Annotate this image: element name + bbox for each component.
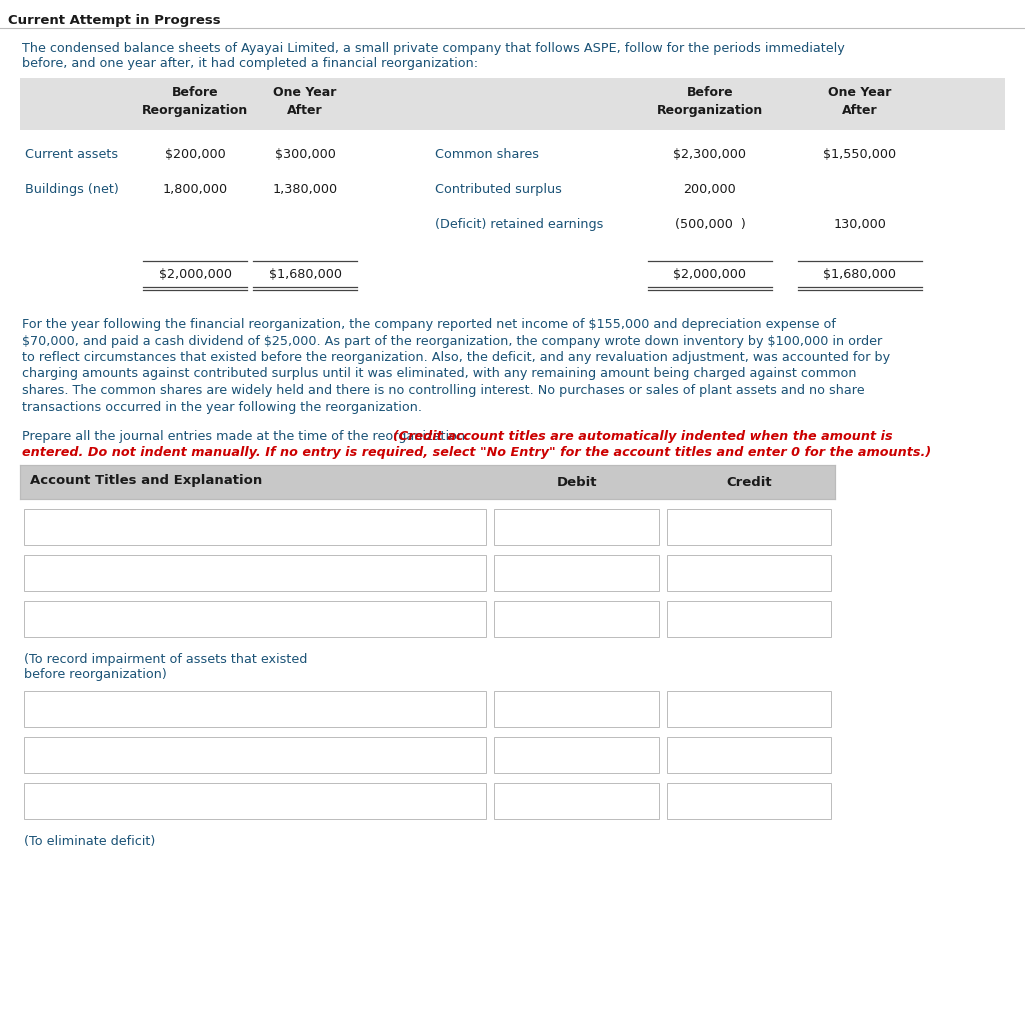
Text: $300,000: $300,000 xyxy=(275,148,335,161)
Bar xyxy=(667,691,831,727)
Bar xyxy=(667,555,831,591)
Bar xyxy=(494,601,659,637)
Bar xyxy=(667,509,831,545)
Bar xyxy=(494,691,659,727)
Text: Account Titles and Explanation: Account Titles and Explanation xyxy=(30,474,262,487)
Text: The condensed balance sheets of Ayayai Limited, a small private company that fol: The condensed balance sheets of Ayayai L… xyxy=(22,42,845,55)
Text: (Deficit) retained earnings: (Deficit) retained earnings xyxy=(435,218,604,231)
Bar xyxy=(667,783,831,819)
Text: before reorganization): before reorganization) xyxy=(24,668,167,681)
Text: $200,000: $200,000 xyxy=(165,148,226,161)
Text: (500,000  ): (500,000 ) xyxy=(674,218,745,231)
Text: to reflect circumstances that existed before the reorganization. Also, the defic: to reflect circumstances that existed be… xyxy=(22,351,890,364)
Bar xyxy=(24,509,486,545)
Text: Contributed surplus: Contributed surplus xyxy=(435,183,562,196)
Bar xyxy=(494,783,659,819)
Text: (To eliminate deficit): (To eliminate deficit) xyxy=(24,835,155,848)
Text: (Credit account titles are automatically indented when the amount is: (Credit account titles are automatically… xyxy=(393,430,893,443)
Text: Debit: Debit xyxy=(557,476,597,489)
Bar xyxy=(494,555,659,591)
Text: charging amounts against contributed surplus until it was eliminated, with any r: charging amounts against contributed sur… xyxy=(22,368,857,380)
Bar xyxy=(667,737,831,773)
Text: $2,000,000: $2,000,000 xyxy=(159,268,232,281)
Text: Buildings (net): Buildings (net) xyxy=(25,183,119,196)
Text: 1,380,000: 1,380,000 xyxy=(273,183,337,196)
Text: $1,550,000: $1,550,000 xyxy=(823,148,897,161)
Bar xyxy=(24,555,486,591)
Bar xyxy=(20,78,1004,130)
Bar xyxy=(20,465,835,499)
Text: $2,300,000: $2,300,000 xyxy=(673,148,746,161)
Text: 1,800,000: 1,800,000 xyxy=(162,183,228,196)
Bar xyxy=(24,737,486,773)
Text: Prepare all the journal entries made at the time of the reorganization.: Prepare all the journal entries made at … xyxy=(22,430,474,443)
Text: Current Attempt in Progress: Current Attempt in Progress xyxy=(8,15,220,27)
Text: (To record impairment of assets that existed: (To record impairment of assets that exi… xyxy=(24,653,307,666)
Bar xyxy=(24,691,486,727)
Bar xyxy=(494,509,659,545)
Text: $70,000, and paid a cash dividend of $25,000. As part of the reorganization, the: $70,000, and paid a cash dividend of $25… xyxy=(22,335,883,347)
Text: entered. Do not indent manually. If no entry is required, select "No Entry" for : entered. Do not indent manually. If no e… xyxy=(22,447,932,459)
Text: Credit: Credit xyxy=(726,476,772,489)
Text: $2,000,000: $2,000,000 xyxy=(673,268,746,281)
Bar xyxy=(24,783,486,819)
Text: For the year following the financial reorganization, the company reported net in: For the year following the financial reo… xyxy=(22,318,835,330)
Text: One Year
After: One Year After xyxy=(828,86,892,117)
Text: before, and one year after, it had completed a financial reorganization:: before, and one year after, it had compl… xyxy=(22,57,478,70)
Text: One Year
After: One Year After xyxy=(274,86,336,117)
Text: 200,000: 200,000 xyxy=(684,183,736,196)
Bar xyxy=(667,601,831,637)
Text: Before
Reorganization: Before Reorganization xyxy=(657,86,764,117)
Text: $1,680,000: $1,680,000 xyxy=(269,268,341,281)
Text: shares. The common shares are widely held and there is no controlling interest. : shares. The common shares are widely hel… xyxy=(22,384,865,397)
Text: $1,680,000: $1,680,000 xyxy=(823,268,897,281)
Text: Current assets: Current assets xyxy=(25,148,118,161)
Text: 130,000: 130,000 xyxy=(833,218,887,231)
Bar xyxy=(24,601,486,637)
Text: Before
Reorganization: Before Reorganization xyxy=(141,86,248,117)
Text: Common shares: Common shares xyxy=(435,148,539,161)
Text: transactions occurred in the year following the reorganization.: transactions occurred in the year follow… xyxy=(22,401,422,413)
Bar xyxy=(494,737,659,773)
